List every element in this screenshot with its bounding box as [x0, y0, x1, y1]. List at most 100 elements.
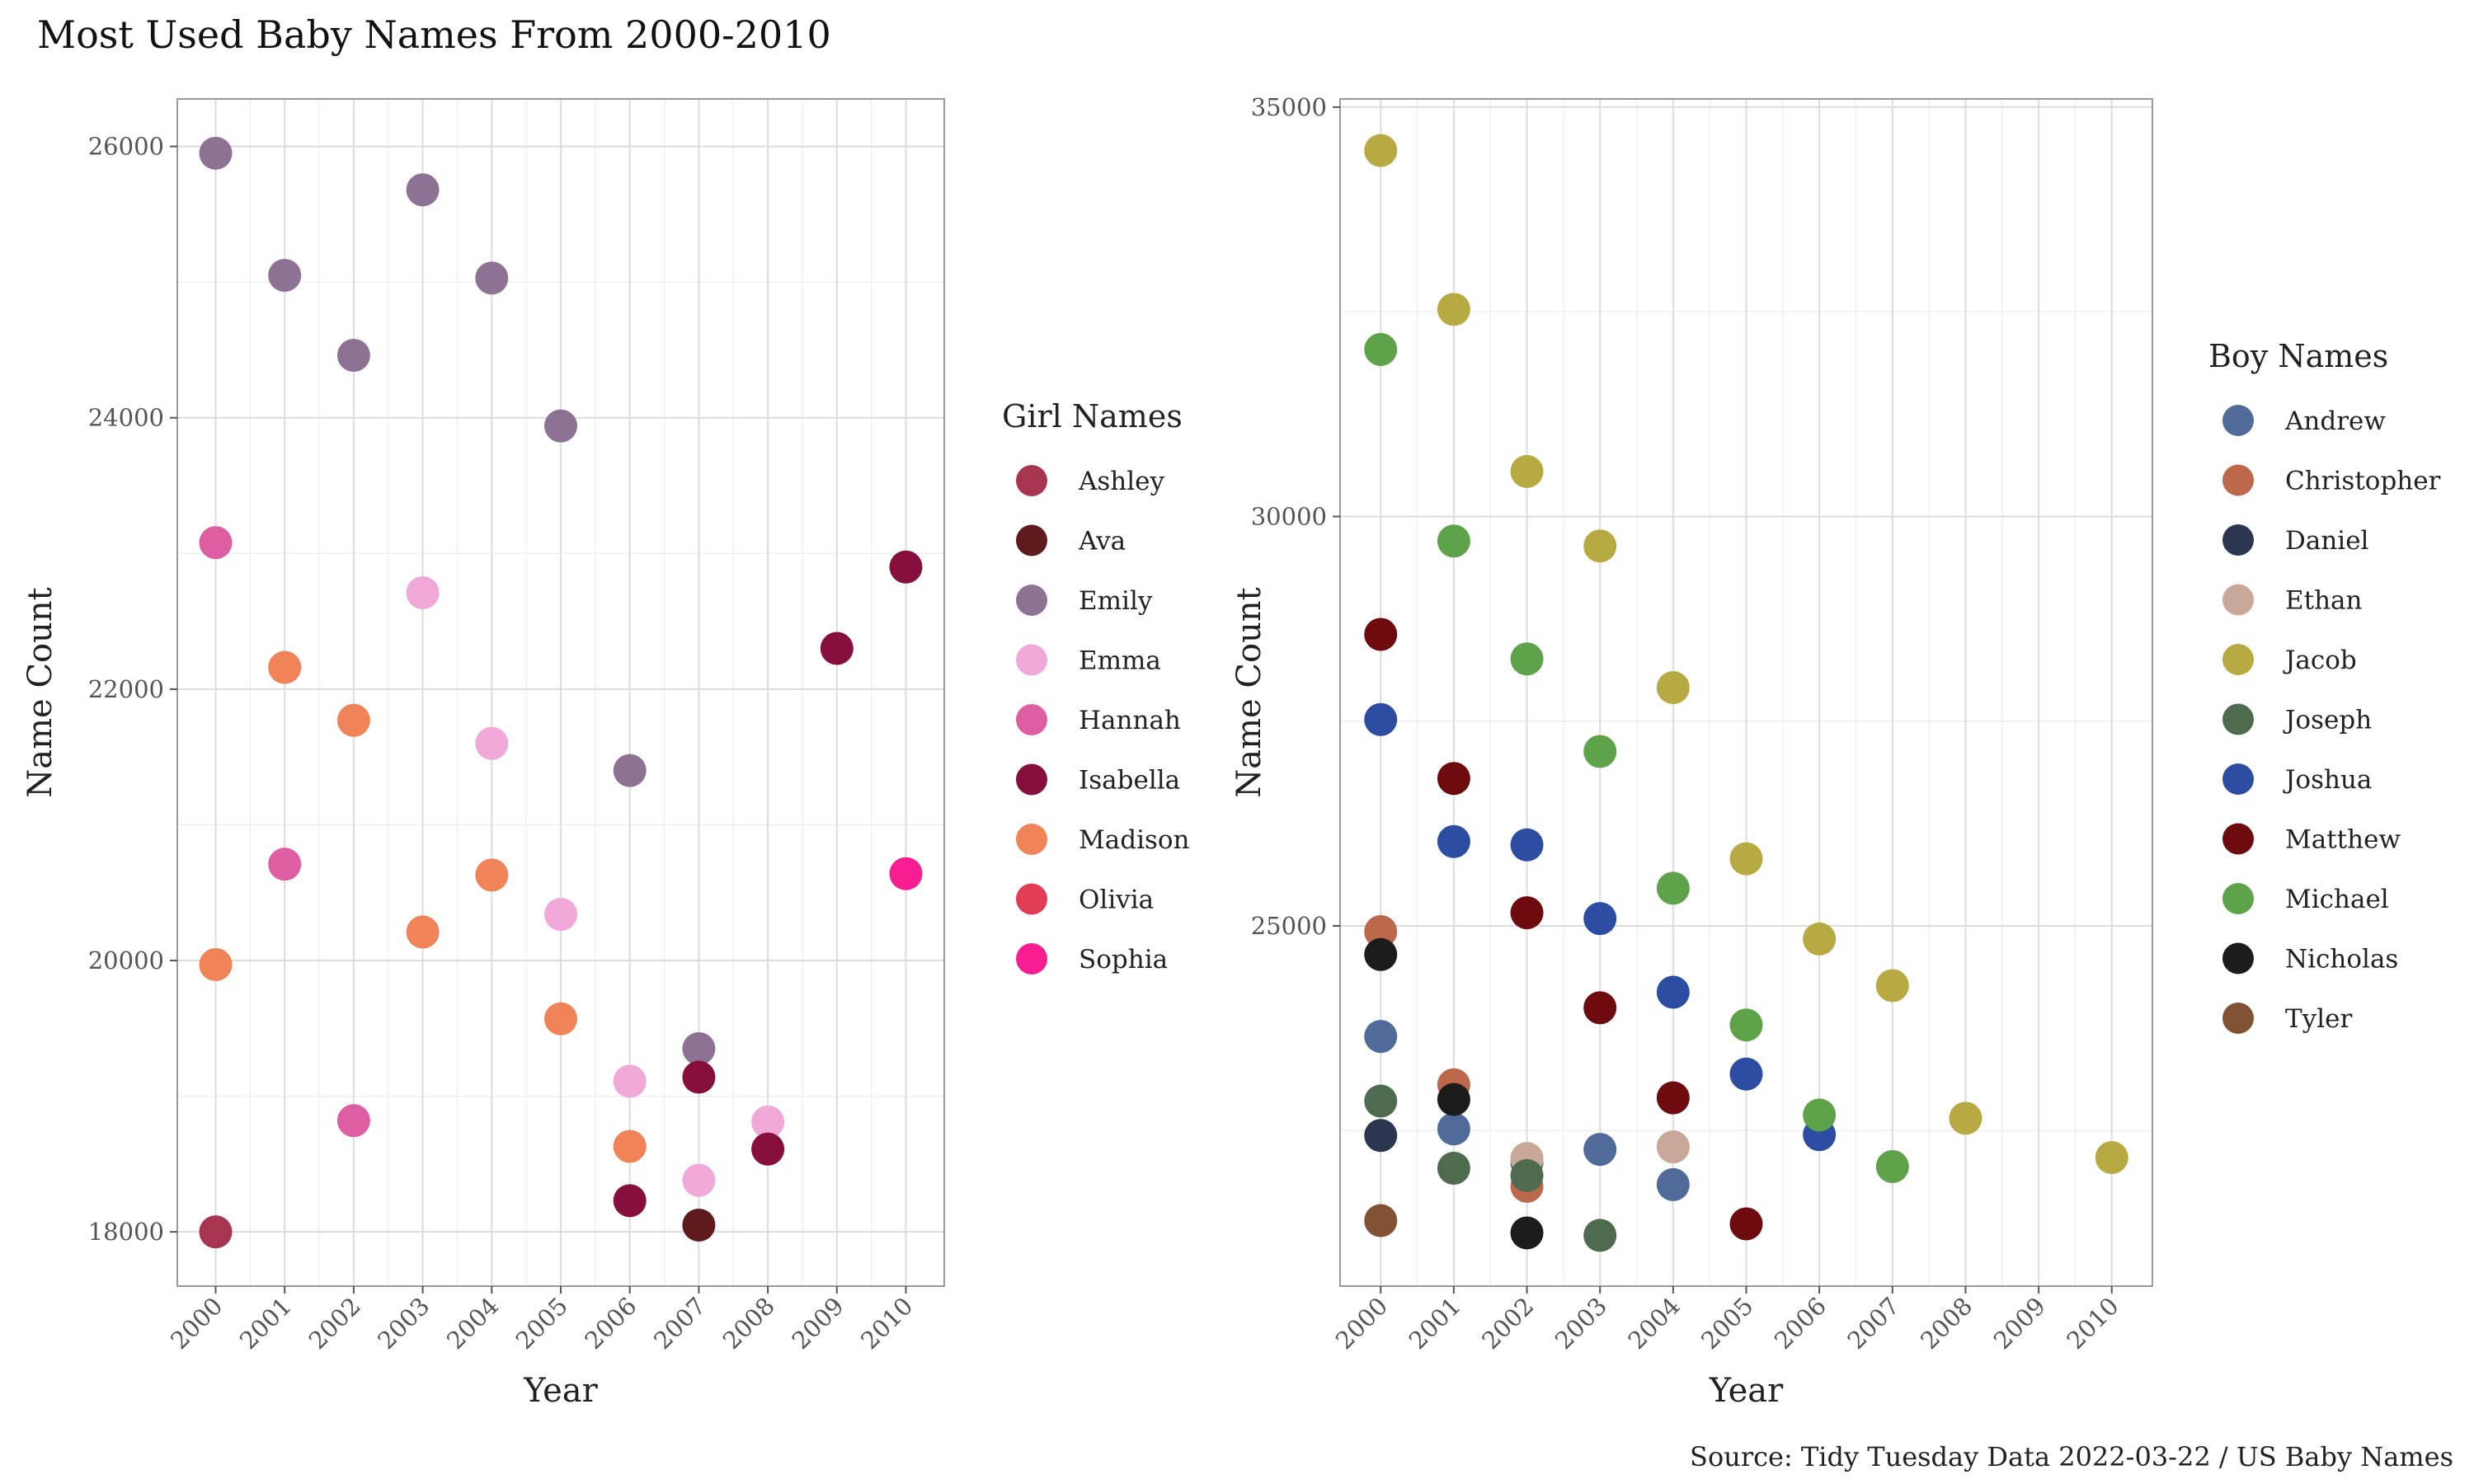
- x-tick-label: 2004: [1623, 1292, 1686, 1355]
- point-madison: [544, 1002, 577, 1036]
- legend-swatch-christopher: [2222, 464, 2254, 496]
- x-tick-label: 2000: [165, 1292, 228, 1355]
- point-madison: [613, 1129, 647, 1163]
- legend-label-ava: Ava: [1078, 527, 1126, 556]
- x-axis-title: Year: [1709, 1372, 1784, 1410]
- y-axis-title: Name Count: [21, 587, 59, 797]
- point-joshua: [1729, 1057, 1763, 1091]
- point-matthew: [1583, 991, 1617, 1025]
- point-hannah: [199, 526, 233, 560]
- point-christopher: [1364, 914, 1398, 948]
- point-jacob: [1949, 1101, 1982, 1135]
- point-isabella: [820, 632, 854, 665]
- point-madison: [268, 650, 302, 684]
- point-sophia: [889, 857, 923, 890]
- legend-swatch-ethan: [2222, 584, 2254, 616]
- point-hannah: [336, 1104, 370, 1138]
- point-emily: [268, 258, 302, 292]
- x-tick-label: 2009: [1988, 1292, 2051, 1355]
- legend-swatch-joshua: [2222, 763, 2254, 795]
- point-hannah: [268, 848, 302, 881]
- point-emily: [475, 261, 509, 295]
- point-ashley: [199, 1215, 233, 1249]
- legend-label-daniel: Daniel: [2285, 526, 2368, 556]
- legend-label-olivia: Olivia: [1079, 885, 1154, 915]
- point-emma: [751, 1105, 785, 1139]
- point-jacob: [1583, 529, 1617, 563]
- point-madison: [475, 858, 509, 892]
- legend-swatch-emma: [1016, 644, 1047, 676]
- x-tick-label: 2002: [303, 1292, 366, 1355]
- legend-label-emma: Emma: [1079, 646, 1161, 676]
- point-michael: [1437, 524, 1470, 558]
- legend-label-jacob: Jacob: [2283, 646, 2357, 675]
- legend-swatch-emily: [1016, 585, 1047, 616]
- legend-swatch-tyler: [2222, 1003, 2254, 1034]
- legend-swatch-daniel: [2222, 524, 2254, 556]
- legend-swatch-matthew: [2222, 823, 2254, 855]
- legend-label-joseph: Joseph: [2283, 706, 2372, 735]
- point-michael: [1656, 871, 1690, 905]
- point-isabella: [682, 1060, 716, 1094]
- legend-swatch-joseph: [2222, 703, 2254, 735]
- point-joshua: [1437, 824, 1470, 858]
- point-nicholas: [1364, 937, 1398, 971]
- point-michael: [1875, 1150, 1909, 1184]
- point-madison: [406, 915, 440, 949]
- x-tick-label: 2004: [441, 1292, 504, 1355]
- legend-swatch-michael: [2222, 883, 2254, 914]
- legend-swatch-hannah: [1016, 704, 1047, 735]
- x-tick-label: 2003: [372, 1292, 435, 1355]
- point-emma: [406, 576, 440, 610]
- point-emily: [613, 754, 647, 787]
- point-emily: [544, 409, 577, 443]
- legend-label-andrew: Andrew: [2284, 406, 2386, 436]
- chart-title: Most Used Baby Names From 2000-2010: [37, 12, 831, 57]
- point-michael: [1729, 1008, 1763, 1042]
- legend-swatch-isabella: [1016, 763, 1047, 796]
- point-matthew: [1437, 762, 1470, 796]
- x-tick-label: 2006: [1769, 1292, 1832, 1355]
- y-tick-label: 22000: [88, 675, 164, 703]
- x-tick-label: 2008: [717, 1292, 780, 1355]
- x-tick-label: 2009: [787, 1292, 849, 1355]
- x-tick-label: 2007: [648, 1292, 711, 1355]
- y-tick-label: 30000: [1251, 502, 1327, 530]
- point-matthew: [1510, 896, 1544, 930]
- point-matthew: [1656, 1081, 1690, 1115]
- point-andrew: [1583, 1133, 1617, 1167]
- chart-caption: Source: Tidy Tuesday Data 2022-03-22 / U…: [1690, 1441, 2453, 1472]
- legend-label-sophia: Sophia: [1079, 945, 1168, 974]
- point-joshua: [1364, 702, 1398, 736]
- point-michael: [1364, 332, 1398, 366]
- point-jacob: [1364, 134, 1398, 167]
- legend-swatch-sophia: [1016, 943, 1047, 974]
- point-michael: [1510, 642, 1544, 676]
- legend-label-madison: Madison: [1079, 825, 1190, 855]
- x-tick-label: 2001: [234, 1292, 297, 1355]
- legend-label-ethan: Ethan: [2285, 586, 2363, 616]
- x-tick-label: 2008: [1915, 1292, 1978, 1355]
- point-emma: [544, 898, 577, 932]
- legend-title: Girl Names: [1002, 398, 1183, 434]
- point-michael: [1803, 1098, 1837, 1132]
- point-madison: [336, 703, 370, 737]
- point-emma: [613, 1064, 647, 1098]
- point-isabella: [751, 1132, 785, 1166]
- legend-label-matthew: Matthew: [2285, 825, 2401, 855]
- point-joshua: [1510, 828, 1544, 862]
- x-tick-label: 2002: [1476, 1292, 1539, 1355]
- x-tick-label: 2010: [2061, 1292, 2124, 1355]
- point-emily: [406, 173, 440, 207]
- point-jacob: [2095, 1141, 2128, 1175]
- legend-label-christopher: Christopher: [2285, 467, 2441, 496]
- point-joseph: [1364, 1084, 1398, 1118]
- legend-swatch-ashley: [1016, 465, 1047, 496]
- point-isabella: [889, 550, 923, 584]
- point-michael: [1583, 735, 1617, 768]
- point-jacob: [1437, 293, 1470, 326]
- legend-label-nicholas: Nicholas: [2285, 945, 2398, 974]
